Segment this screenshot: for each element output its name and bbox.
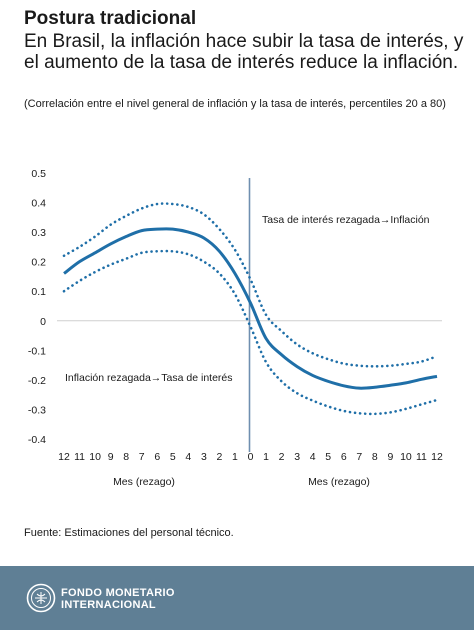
x-tick-label: 1 [232, 451, 238, 463]
x-tick-label: 1 [263, 451, 269, 463]
y-tick-label: -0.4 [28, 434, 46, 446]
y-axis-ticks: 0.5 0.4 0.3 0.2 0.1 0 -0.1 -0.2 -0.3 -0.4 [28, 168, 46, 446]
x-tick-label: 7 [139, 451, 145, 463]
x-tick-label: 3 [201, 451, 207, 463]
x-tick-label: 12 [431, 451, 443, 463]
x-tick-label: 4 [310, 451, 316, 463]
correlation-chart: 0.50.40.30.20.10-0.1-0.2-0.3-0.4 12 11 10 9… [28, 168, 443, 488]
x-axis-label-right: Mes (rezago) [308, 476, 370, 488]
x-tick-label: 11 [416, 451, 427, 463]
x-axis-ticks: 12 11 10 9 8 7 6 5 4 3 2 1 0 1 2 3 4 5 6 7 8 9 10 11 12 [58, 451, 443, 463]
y-tick-label: 0 [40, 316, 46, 328]
x-tick-label: 2 [279, 451, 285, 463]
x-tick-label: 12 [58, 451, 70, 463]
y-tick-label: -0.3 [28, 404, 46, 416]
annotation-right: Tasa de interés rezagada→Inflación [262, 214, 430, 226]
page-title: Postura tradicional [24, 8, 197, 29]
x-tick-label: 6 [341, 451, 347, 463]
organization-name: FONDO MONETARIO INTERNACIONAL [61, 587, 175, 611]
imf-seal-icon [26, 583, 56, 613]
x-tick-label: 8 [372, 451, 378, 463]
x-tick-label: 5 [325, 451, 331, 463]
y-tick-label: 0.1 [31, 286, 46, 298]
chart-series [62, 202, 439, 416]
y-tick-label: 0.4 [31, 198, 46, 210]
x-tick-label: 9 [387, 451, 393, 463]
x-tick-label: 10 [400, 451, 412, 463]
x-tick-label: 11 [74, 451, 85, 463]
chart-note: (Correlación entre el nivel general de i… [24, 98, 446, 110]
y-tick-label: -0.2 [28, 375, 46, 387]
x-tick-label: 3 [294, 451, 300, 463]
org-line-2: INTERNACIONAL [61, 599, 156, 611]
org-line-1: FONDO MONETARIO [61, 587, 175, 599]
x-tick-label: 2 [216, 451, 222, 463]
footer-bar [0, 566, 474, 630]
x-tick-label: 4 [185, 451, 191, 463]
page-subtitle: En Brasil, la inflación hace subir la ta… [24, 31, 464, 73]
y-tick-label: 0.3 [31, 227, 46, 239]
x-tick-label: 8 [123, 451, 129, 463]
x-tick-label: 0 [248, 451, 254, 463]
y-tick-label: -0.1 [28, 345, 46, 357]
x-tick-label: 5 [170, 451, 176, 463]
series-line-upper-band [62, 202, 439, 368]
x-axis-label-left: Mes (rezago) [113, 476, 175, 488]
annotation-left: Inflación rezagada→Tasa de interés [65, 372, 233, 384]
series-line-lower-band [62, 249, 439, 416]
source-note: Fuente: Estimaciones del personal técnic… [24, 527, 234, 539]
x-tick-label: 9 [108, 451, 114, 463]
x-tick-label: 10 [89, 451, 101, 463]
x-tick-label: 6 [154, 451, 160, 463]
series-line-median [63, 227, 438, 390]
x-tick-label: 7 [356, 451, 362, 463]
y-tick-label: 0.2 [31, 257, 46, 269]
y-tick-label: 0.5 [31, 168, 46, 180]
